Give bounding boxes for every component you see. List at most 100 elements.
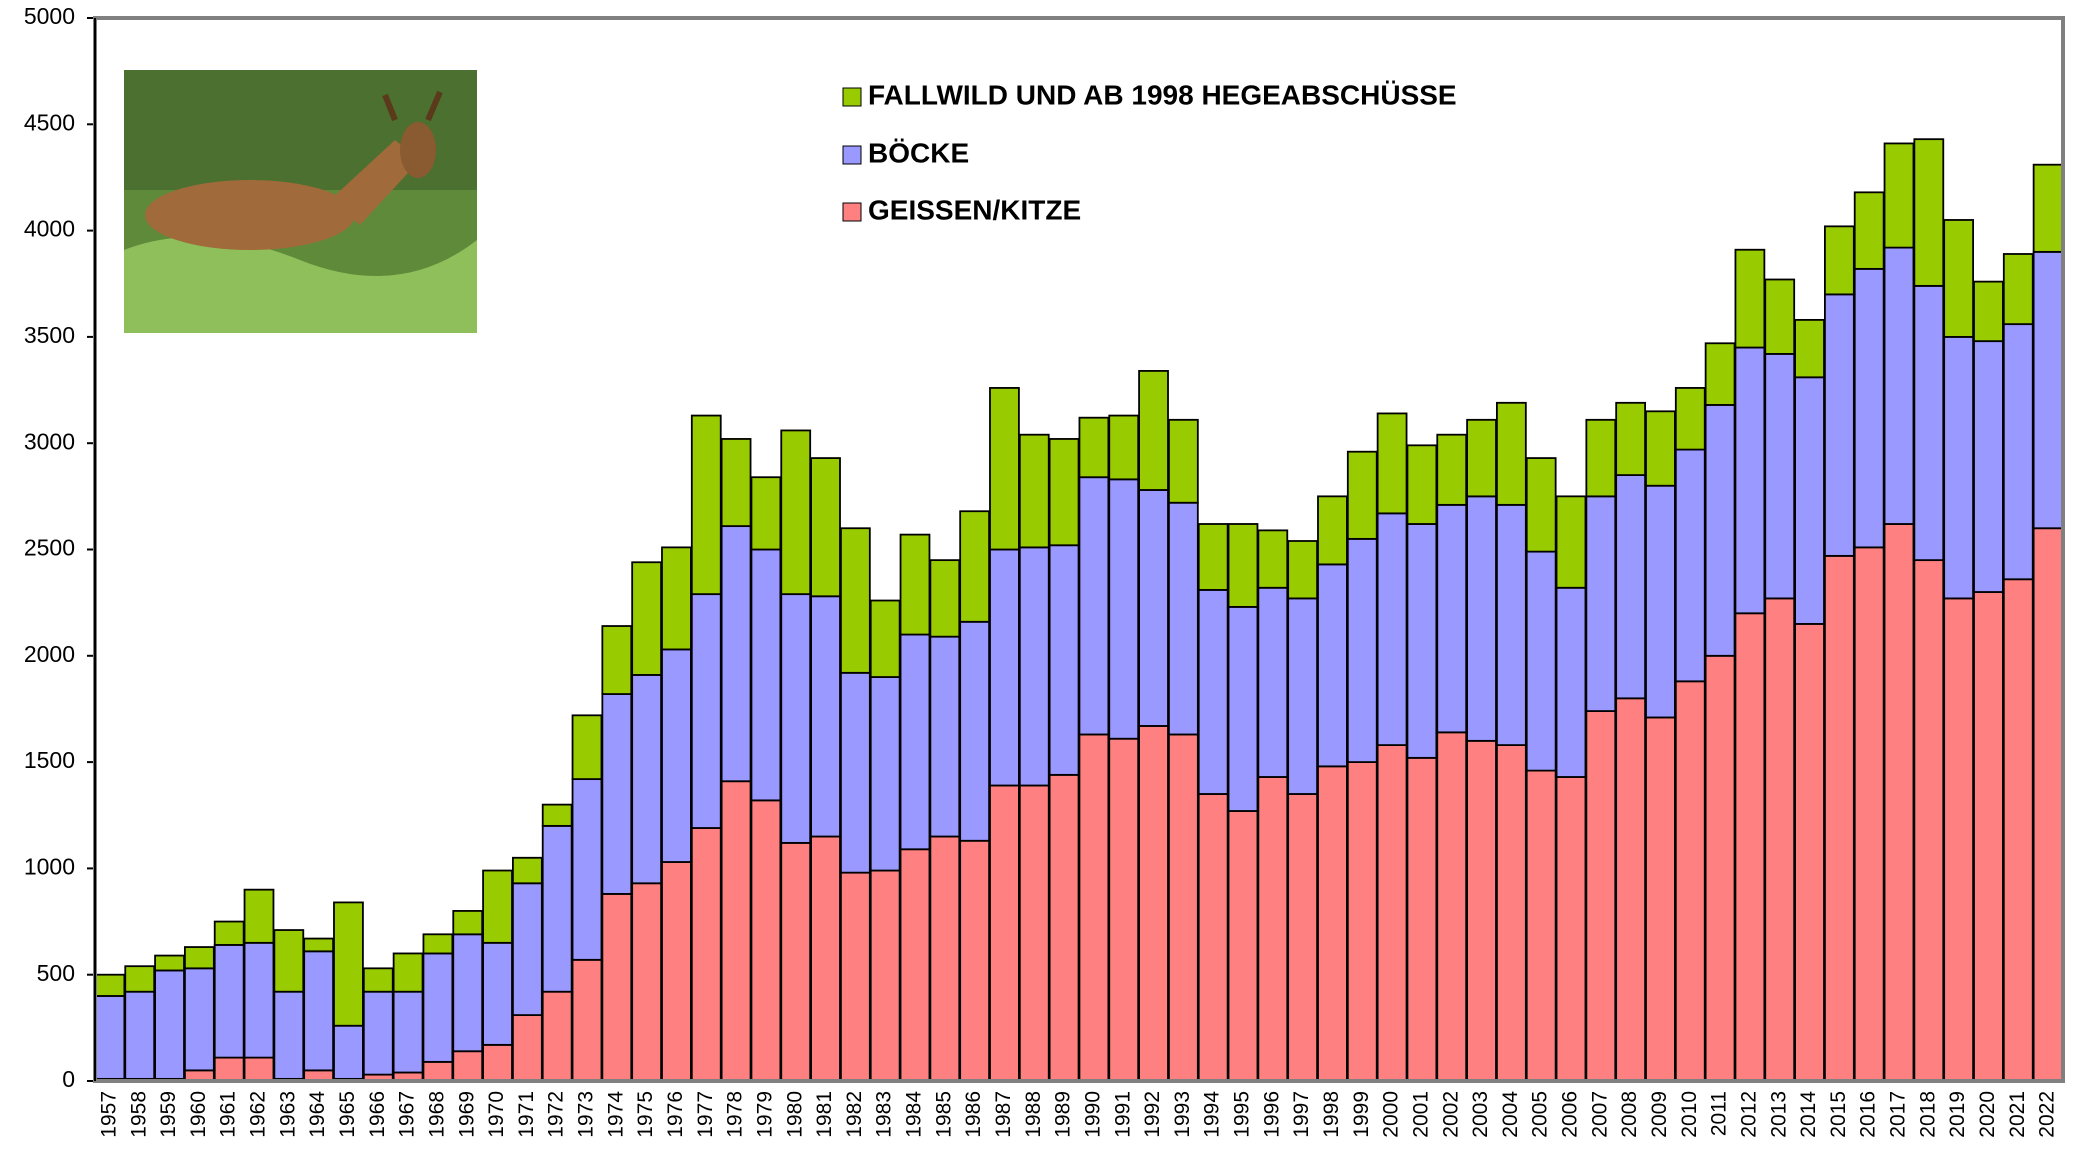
x-tick-label: 2007 — [1588, 1091, 1611, 1138]
y-tick-label: 4500 — [24, 109, 75, 135]
x-tick-label: 2000 — [1380, 1091, 1403, 1138]
bar-segment — [1199, 524, 1228, 590]
bar-segment — [1497, 403, 1526, 505]
bar-segment — [1109, 479, 1138, 738]
bar-segment — [1795, 377, 1824, 624]
bar-segment — [811, 596, 840, 836]
bar-segment — [1735, 613, 1764, 1081]
bar-segment — [692, 828, 721, 1081]
bar-segment — [1229, 524, 1258, 607]
bar-segment — [1855, 269, 1884, 548]
bar-segment — [155, 970, 184, 1078]
x-tick-label: 2004 — [1499, 1091, 1522, 1138]
x-tick-label: 1995 — [1231, 1091, 1254, 1138]
bar-segment — [1318, 496, 1347, 564]
bar-segment — [453, 934, 482, 1051]
bar-segment — [1169, 503, 1198, 735]
x-tick-label: 2021 — [2006, 1091, 2029, 1138]
x-tick-label: 1970 — [485, 1091, 508, 1138]
bar-segment — [1885, 524, 1914, 1081]
bar-segment — [1378, 745, 1407, 1081]
bar-segment — [1139, 490, 1168, 726]
legend-label: FALLWILD UND AB 1998 HEGEABSCHÜSSE — [868, 79, 1457, 110]
bar-segment — [1974, 341, 2003, 592]
bar-segment — [1676, 681, 1705, 1081]
x-tick-label: 1997 — [1290, 1091, 1313, 1138]
bar-segment — [1944, 220, 1973, 337]
bar-segment — [1348, 762, 1377, 1081]
y-tick-label: 1500 — [24, 747, 75, 773]
bar-segment — [930, 560, 959, 637]
bar-segment — [930, 637, 959, 837]
bar-segment — [602, 894, 631, 1081]
x-tick-label: 1987 — [992, 1091, 1015, 1138]
bar-segment — [334, 1026, 363, 1079]
bar-segment — [1825, 556, 1854, 1081]
bar-segment — [1616, 403, 1645, 475]
bar-segment — [1020, 547, 1049, 785]
bar-segment — [722, 439, 751, 526]
bar-segment — [1616, 475, 1645, 698]
bar-segment — [1139, 371, 1168, 490]
bar-segment — [155, 956, 184, 971]
x-tick-label: 1984 — [903, 1091, 926, 1138]
bar-segment — [1169, 734, 1198, 1081]
bar-segment — [1616, 698, 1645, 1081]
legend-swatch — [843, 203, 861, 221]
x-tick-label: 2017 — [1887, 1091, 1910, 1138]
x-tick-label: 1957 — [97, 1091, 120, 1138]
bar-segment — [185, 968, 214, 1070]
x-tick-label: 1992 — [1141, 1091, 1164, 1138]
x-tick-label: 1962 — [247, 1091, 270, 1138]
bar-segment — [1288, 598, 1317, 794]
bar-segment — [483, 871, 512, 943]
x-tick-label: 1967 — [396, 1091, 419, 1138]
bar-segment — [602, 694, 631, 894]
bar-segment — [722, 526, 751, 781]
bar-segment — [1914, 286, 1943, 560]
bar-segment — [602, 626, 631, 694]
bar-segment — [125, 992, 154, 1079]
bar-segment — [1557, 588, 1586, 777]
bar-segment — [1467, 496, 1496, 740]
x-tick-label: 2001 — [1409, 1091, 1432, 1138]
bar-segment — [990, 785, 1019, 1081]
bar-segment — [1437, 732, 1466, 1081]
bar-segment — [1885, 143, 1914, 247]
bar-segment — [1586, 420, 1615, 497]
bar-segment — [722, 781, 751, 1081]
bar-segment — [1109, 739, 1138, 1081]
bar-segment — [1050, 439, 1079, 545]
bar-segment — [215, 1058, 244, 1081]
bar-segment — [960, 841, 989, 1081]
bar-segment — [692, 416, 721, 595]
bar-segment — [1706, 343, 1735, 405]
x-tick-label: 2008 — [1618, 1091, 1641, 1138]
x-tick-label: 1989 — [1052, 1091, 1075, 1138]
bar-segment — [334, 902, 363, 1025]
bar-segment — [2004, 324, 2033, 579]
bar-segment — [841, 673, 870, 873]
bar-segment — [1974, 282, 2003, 342]
bar-segment — [662, 862, 691, 1081]
x-tick-label: 2018 — [1916, 1091, 1939, 1138]
x-tick-label: 2022 — [2036, 1091, 2059, 1138]
x-tick-label: 1977 — [694, 1091, 717, 1138]
x-tick-label: 2011 — [1708, 1091, 1731, 1136]
x-tick-label: 1978 — [724, 1091, 747, 1138]
bar-segment — [1855, 192, 1884, 269]
x-tick-label: 2012 — [1737, 1091, 1760, 1138]
x-tick-label: 2014 — [1797, 1091, 1820, 1138]
x-tick-label: 2015 — [1827, 1091, 1850, 1138]
bar-segment — [423, 953, 452, 1061]
bar-segment — [692, 594, 721, 828]
y-tick-label: 5000 — [24, 3, 75, 29]
bar-segment — [215, 945, 244, 1058]
x-tick-label: 2009 — [1648, 1091, 1671, 1138]
legend-label: BÖCKE — [868, 137, 969, 168]
x-tick-label: 1958 — [127, 1091, 150, 1138]
bar-segment — [573, 715, 602, 779]
bar-segment — [2004, 579, 2033, 1081]
y-tick-label: 2500 — [24, 535, 75, 561]
chart: 0500100015002000250030003500400045005000… — [0, 0, 2074, 1166]
